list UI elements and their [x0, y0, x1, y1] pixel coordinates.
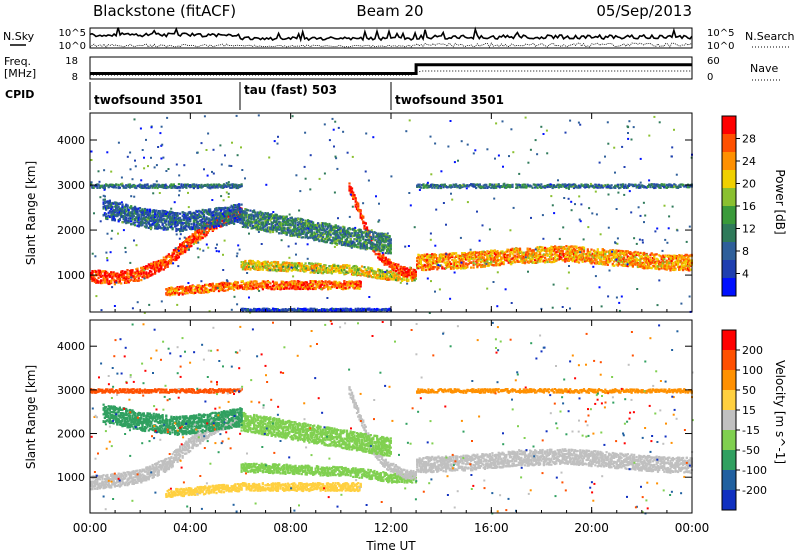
colorbar-swatch — [722, 350, 736, 371]
colorbar-swatch — [722, 224, 736, 243]
colorbar-swatch — [722, 390, 736, 411]
x-tick-label: 20:00 — [574, 521, 609, 535]
velocity-panel: 1000 2000 3000 4000 Slant Range [km] — [24, 319, 694, 515]
colorbar-tick-label: 20 — [742, 178, 756, 191]
power-colorbar-label: Power [dB] — [773, 169, 787, 234]
cpid-segment-2: tau (fast) 503 — [244, 83, 337, 97]
colorbar-tick-label: -50 — [742, 444, 760, 457]
power-colorbar: 28 24 20 16 12 8 4 Power [dB] — [721, 115, 787, 297]
time-x-axis: 00:00 04:00 08:00 12:00 16:00 20:00 00:00 — [73, 113, 710, 535]
power-y-axis: 1000 2000 3000 4000 — [57, 134, 692, 282]
cpid-row: CPID twofsound 3501 tau (fast) 503 twofs… — [5, 82, 504, 110]
colorbar-swatch — [722, 206, 736, 225]
x-tick-label: 00:00 — [73, 521, 108, 535]
colorbar-swatch — [722, 470, 736, 491]
colorbar-swatch — [722, 450, 736, 471]
power-ylabel: Slant Range [km] — [24, 161, 38, 265]
time-axis-label: Time UT — [365, 539, 416, 553]
colorbar-tick-label: 28 — [742, 133, 756, 146]
power-scatter — [90, 114, 693, 314]
colorbar-tick-label: -100 — [742, 464, 767, 477]
colorbar-swatch — [722, 278, 736, 297]
freq-panel: Freq. [MHz] 18 8 60 0 Nave — [4, 55, 782, 83]
colorbar-swatch — [722, 490, 736, 511]
y-tick-label: 1000 — [57, 269, 85, 282]
freq-label-line2: [MHz] — [4, 67, 36, 80]
nsky-label: N.Sky — [3, 30, 35, 43]
freq-series — [90, 63, 692, 75]
nsky-panel: N.Sky 10^5 10^0 10^5 10^0 N.Search — [3, 26, 795, 52]
x-tick-label: 00:00 — [675, 521, 710, 535]
freq-tick-high: 18 — [65, 56, 78, 67]
colorbar-swatch — [722, 134, 736, 153]
nave-tick-low: 0 — [707, 72, 713, 83]
x-tick-label: 12:00 — [374, 521, 409, 535]
beam-title: Beam 20 — [356, 2, 423, 20]
date-title: 05/Sep/2013 — [596, 2, 692, 20]
nave-label: Nave — [750, 62, 778, 75]
x-tick-label: 08:00 — [273, 521, 308, 535]
freq-tick-low: 8 — [72, 72, 78, 83]
nsky-tick-low-right: 10^0 — [707, 41, 734, 52]
y-tick-label: 2000 — [57, 224, 85, 237]
velocity-colorbar: 200 100 50 15 -15 -50 -100 -200 Velocity [m s^-… — [721, 329, 787, 511]
colorbar-tick-label: 4 — [742, 268, 749, 281]
velocity-ylabel: Slant Range [km] — [24, 365, 38, 469]
cpid-segment-1: twofsound 3501 — [94, 93, 203, 107]
colorbar-swatch — [722, 116, 736, 135]
colorbar-swatch — [722, 430, 736, 451]
colorbar-swatch — [722, 410, 736, 431]
nave-tick-high: 60 — [707, 56, 720, 67]
y-tick-label: 2000 — [57, 428, 85, 441]
nave-series — [90, 70, 692, 76]
nsearch-series — [89, 42, 693, 48]
colorbar-swatch — [722, 370, 736, 391]
colorbar-tick-label: 100 — [742, 364, 763, 377]
y-tick-label: 3000 — [57, 384, 85, 397]
cpid-segment-3: twofsound 3501 — [395, 93, 504, 107]
y-tick-label: 4000 — [57, 134, 85, 147]
station-title: Blackstone (fitACF) — [93, 2, 236, 20]
nsearch-label: N.Search — [745, 30, 795, 43]
nsky-series — [89, 26, 693, 43]
y-tick-label: 1000 — [57, 471, 85, 484]
y-tick-label: 4000 — [57, 340, 85, 353]
power-panel: 1000 2000 3000 4000 Slant Range [km] — [24, 112, 693, 314]
nsky-tick-high-right: 10^5 — [707, 28, 734, 39]
nsky-tick-low-left: 10^0 — [59, 41, 86, 52]
colorbar-tick-label: 24 — [742, 155, 756, 168]
velocity-y-axis: 1000 2000 3000 4000 — [57, 340, 692, 484]
colorbar-swatch — [722, 330, 736, 351]
colorbar-tick-label: 200 — [742, 344, 763, 357]
cpid-label: CPID — [5, 88, 34, 101]
colorbar-tick-label: -200 — [742, 484, 767, 497]
colorbar-tick-label: 8 — [742, 245, 749, 258]
colorbar-swatch — [722, 170, 736, 189]
colorbar-tick-label: 12 — [742, 223, 756, 236]
x-tick-label: 04:00 — [173, 521, 208, 535]
velocity-scatter — [90, 320, 694, 515]
colorbar-tick-label: -15 — [742, 424, 760, 437]
colorbar-swatch — [722, 242, 736, 261]
x-tick-label: 16:00 — [474, 521, 509, 535]
colorbar-swatch — [722, 152, 736, 171]
colorbar-swatch — [722, 260, 736, 279]
colorbar-tick-label: 16 — [742, 200, 756, 213]
nsky-tick-high-left: 10^5 — [59, 28, 86, 39]
velocity-colorbar-label: Velocity [m s^-1] — [773, 360, 787, 464]
freq-label-line1: Freq. — [4, 55, 31, 68]
colorbar-swatch — [722, 188, 736, 207]
colorbar-tick-label: 50 — [742, 384, 756, 397]
colorbar-tick-label: 15 — [742, 404, 756, 417]
y-tick-label: 3000 — [57, 179, 85, 192]
